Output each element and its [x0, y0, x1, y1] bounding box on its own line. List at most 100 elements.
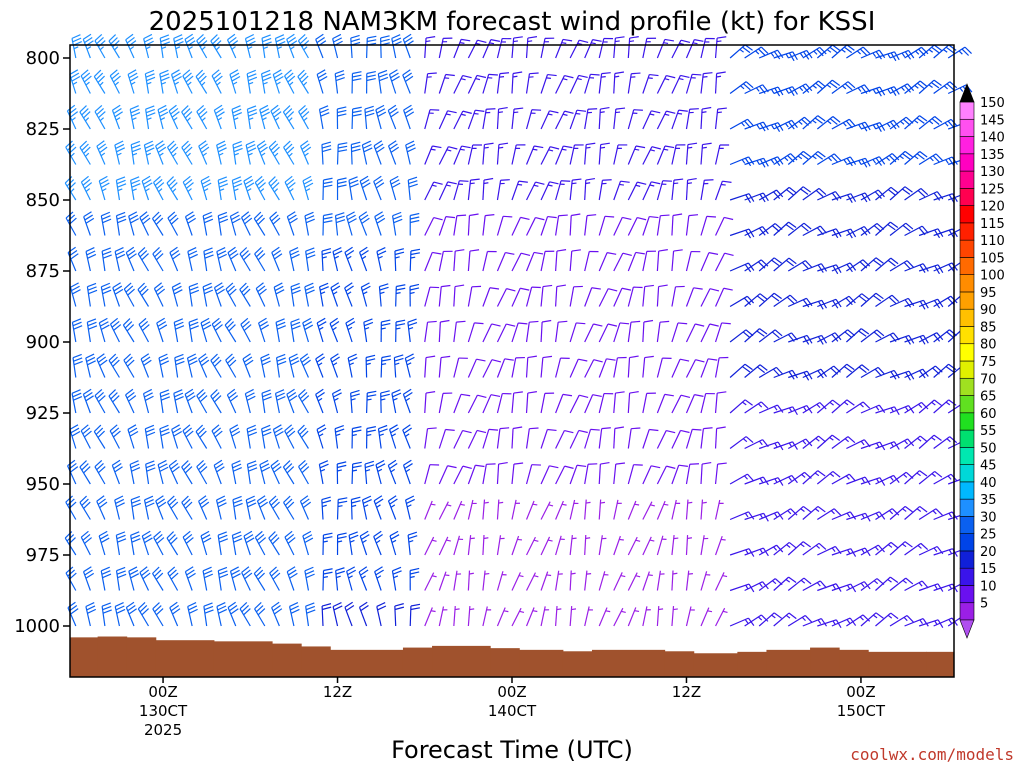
wind-barb: [284, 424, 296, 449]
colorbar-label: 65: [980, 390, 997, 405]
wind-barb: [482, 214, 495, 236]
wind-barb: [85, 353, 96, 378]
wind-barb: [424, 181, 443, 201]
wind-barb: [555, 357, 570, 378]
wind-barb: [453, 145, 471, 165]
wind-barb: [255, 282, 267, 307]
wind-barb: [137, 247, 150, 272]
wind-barb: [860, 189, 885, 201]
wind-barb: [496, 179, 510, 201]
wind-barb: [787, 577, 812, 591]
wind-barb: [555, 606, 562, 627]
wind-barb: [482, 359, 502, 378]
wind-barb: [584, 250, 599, 272]
wind-barb: [671, 499, 681, 520]
wind-barb: [496, 215, 513, 236]
wind-barb: [438, 216, 456, 236]
wind-barb: [321, 248, 332, 272]
wind-barb: [438, 73, 455, 94]
wind-barb: [140, 353, 152, 378]
wind-barb: [555, 570, 563, 591]
wind-barb: [933, 511, 958, 521]
wind-barb: [380, 319, 391, 343]
wind-barb: [482, 108, 496, 130]
wind-barb: [889, 370, 915, 381]
wind-barb: [407, 531, 418, 556]
wind-barb: [671, 178, 684, 201]
wind-barb: [555, 535, 565, 556]
wind-barb: [373, 140, 385, 165]
wind-barb: [331, 388, 342, 414]
wind-barb: [65, 211, 77, 236]
wind-barb: [788, 370, 813, 381]
wind-barb: [195, 69, 208, 94]
wind-barb: [569, 606, 577, 627]
wind-barb: [787, 438, 813, 450]
colorbar-label: 60: [980, 407, 997, 422]
wind-barb: [143, 495, 155, 520]
wind-barb: [627, 145, 646, 165]
x-tick-year: 2025: [144, 721, 182, 739]
wind-barb: [569, 358, 588, 378]
wind-barb: [268, 531, 280, 556]
wind-barb: [685, 323, 705, 343]
wind-barb: [231, 460, 242, 485]
wind-barb: [115, 566, 127, 591]
wind-barb: [685, 250, 701, 272]
credit-link[interactable]: coolwx.com/models: [850, 745, 1014, 764]
wind-barb: [453, 357, 468, 378]
wind-barb: [816, 434, 841, 449]
wind-barb: [377, 69, 389, 94]
wind-barb: [700, 358, 718, 378]
wind-barb: [685, 359, 705, 378]
wind-barb: [156, 317, 168, 343]
wind-barb: [787, 471, 812, 485]
wind-barb: [656, 606, 664, 627]
wind-barb: [569, 464, 587, 485]
wind-barb: [758, 612, 783, 627]
wind-barb: [787, 150, 812, 165]
wind-barb: [336, 497, 348, 520]
wind-barb: [231, 531, 243, 556]
wind-barb: [467, 394, 487, 414]
wind-barb: [642, 355, 654, 378]
wind-barb: [93, 424, 106, 449]
wind-barb: [889, 260, 914, 272]
wind-barb: [438, 319, 450, 343]
wind-barb: [642, 606, 651, 627]
wind-barb: [816, 399, 841, 414]
wind-barb: [729, 399, 753, 414]
wind-barb: [904, 618, 929, 627]
wind-barb: [453, 465, 472, 485]
wind-barb: [540, 250, 555, 272]
wind-barb: [671, 606, 678, 627]
y-tick-label: 800: [26, 48, 60, 69]
wind-barb: [889, 297, 915, 308]
wind-barb: [196, 388, 208, 414]
wind-barb: [345, 317, 356, 343]
wind-barb: [642, 215, 659, 236]
colorbar-label: 75: [980, 355, 997, 370]
colorbar-label: 25: [980, 528, 997, 543]
y-axis: 800 825 850 875 900 925 950 975 1000: [14, 48, 70, 637]
wind-barb: [656, 214, 670, 236]
wind-barb: [846, 476, 871, 486]
wind-barb: [171, 424, 183, 449]
wind-barb: [316, 317, 327, 343]
colorbar-label: 45: [980, 459, 997, 474]
wind-barb: [202, 211, 214, 236]
wind-barb: [216, 602, 228, 627]
colorbar-swatch: [959, 291, 975, 310]
wind-barb: [947, 46, 972, 59]
wind-barb: [144, 69, 156, 94]
wind-barb: [685, 177, 697, 201]
wind-barb: [200, 530, 212, 556]
wind-barb: [332, 33, 343, 59]
colorbar-label: 95: [980, 286, 997, 301]
wind-barb: [598, 358, 616, 378]
wind-barb: [787, 614, 813, 627]
wind-barb: [613, 322, 630, 343]
wind-barb: [467, 285, 482, 307]
y-tick-label: 1000: [14, 616, 60, 637]
